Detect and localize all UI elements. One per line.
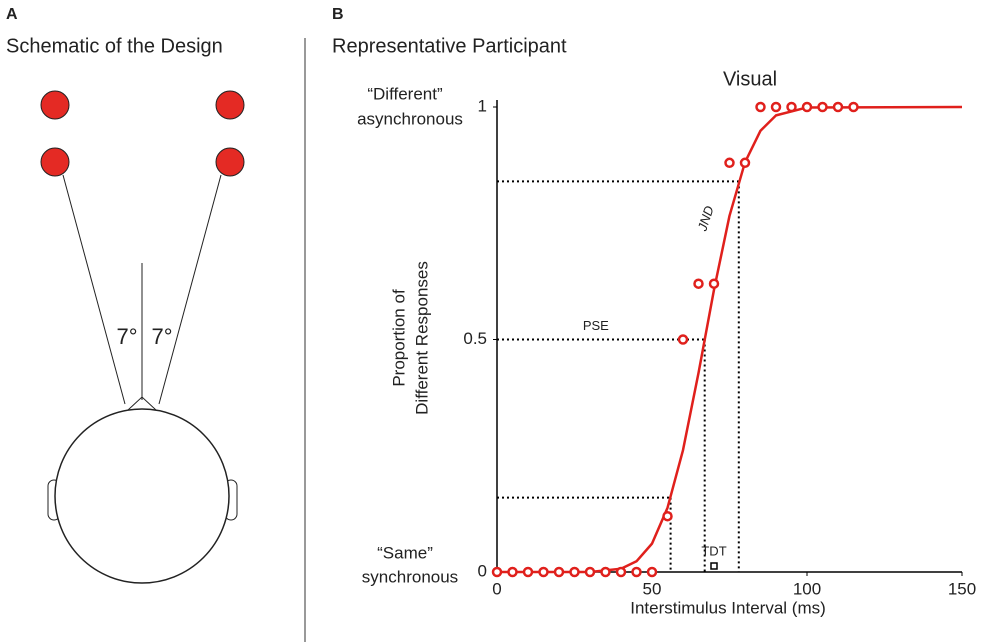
stimuli <box>40 90 245 177</box>
y-category-label: “Different” <box>367 84 443 103</box>
data-point <box>755 101 766 113</box>
data-point <box>631 566 642 578</box>
data-point <box>600 566 611 578</box>
sight-line <box>62 174 126 405</box>
y-category-label: asynchronous <box>357 109 463 128</box>
y-axis-label-line: Proportion of <box>389 289 408 387</box>
sight-line <box>158 174 222 405</box>
fit-curve <box>497 105 963 574</box>
chart-subtitle: Visual <box>723 68 777 90</box>
x-tick-label: 100 <box>793 579 821 598</box>
data-point <box>770 101 782 113</box>
panel-label: A <box>6 6 18 23</box>
data-point <box>615 566 627 578</box>
x-axis-label: Interstimulus Interval (ms) <box>630 598 826 617</box>
chart-title: Representative Participant <box>332 35 567 57</box>
data-point <box>801 101 813 113</box>
x-tick-label: 150 <box>948 579 976 598</box>
data-point <box>848 101 859 113</box>
data-point <box>739 157 751 169</box>
angle-label: 7° <box>151 324 172 349</box>
data-point <box>522 566 534 578</box>
stimulus <box>215 147 245 177</box>
y-tick-label: 1 <box>478 96 487 115</box>
jnd-label: JND <box>694 204 716 234</box>
data-point <box>507 566 518 578</box>
y-category-label: synchronous <box>362 567 458 586</box>
x-tick-label: 50 <box>643 579 662 598</box>
stimulus <box>40 147 70 177</box>
panel-label: B <box>332 6 344 23</box>
angle-label: 7° <box>116 324 137 349</box>
data-point <box>817 101 828 113</box>
y-axis-label-line: Different Responses <box>412 261 431 415</box>
y-axis-label: Proportion of Different Responses <box>389 261 431 415</box>
data-point <box>677 334 689 345</box>
tdt-marker <box>710 562 718 570</box>
data-point <box>786 101 797 113</box>
y-tick-label: 0.5 <box>463 329 487 348</box>
data-point <box>662 510 673 522</box>
data-point <box>646 566 658 578</box>
y-tick-label: 0 <box>478 561 487 580</box>
stimulus <box>40 90 70 120</box>
stimulus <box>215 90 245 120</box>
head <box>54 408 230 584</box>
data-point <box>724 157 735 169</box>
tdt-label: TDT <box>701 543 726 558</box>
data-point <box>569 566 580 578</box>
data-point <box>584 566 596 578</box>
pse-label: PSE <box>583 318 609 333</box>
data-point <box>553 566 565 578</box>
data-point <box>832 101 844 113</box>
schematic <box>47 174 238 584</box>
data-point <box>538 566 549 578</box>
data-point <box>693 278 704 289</box>
y-category-label: “Same” <box>377 543 433 562</box>
data-point <box>491 566 503 578</box>
panel-title: Schematic of the Design <box>6 35 223 57</box>
data-point <box>708 278 720 289</box>
x-tick-label: 0 <box>492 579 501 598</box>
